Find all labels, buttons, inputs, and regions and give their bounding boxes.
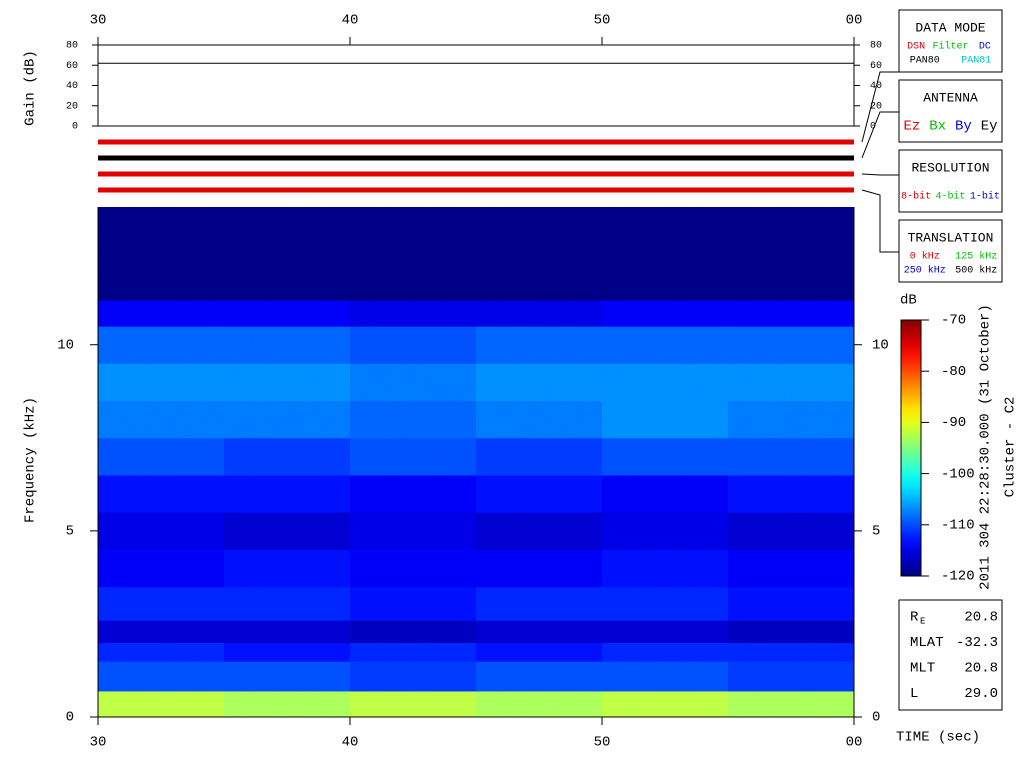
info-value: 20.8 (964, 661, 998, 677)
status-bar (98, 139, 854, 145)
status-option: 1-bit (970, 191, 1000, 203)
info-box (898, 599, 1003, 711)
y-tick-label: 80 (870, 41, 882, 52)
status-option: 8-bit (901, 191, 931, 203)
noise-texture (98, 207, 854, 717)
status-option: Bx (929, 119, 946, 135)
x-tick-label: 40 (342, 735, 359, 751)
colorbar-tick-label: -110 (941, 518, 975, 534)
x-tick-label: 00 (846, 13, 863, 29)
y-tick-label: 10 (872, 337, 889, 353)
y-tick-label: 0 (870, 122, 876, 133)
status-title: RESOLUTION (911, 160, 989, 175)
status-panel (898, 9, 1003, 73)
y-tick-label: 0 (872, 710, 880, 726)
x-tick-label: 50 (594, 735, 611, 751)
status-bar (98, 155, 854, 161)
info-sub: E (920, 616, 925, 626)
y-tick-label: 0 (66, 710, 74, 726)
colorbar-tick-label: -90 (941, 415, 966, 431)
status-option: Filter (932, 41, 968, 53)
colorbar-tick-label: -120 (941, 569, 975, 585)
y-tick-label: 20 (66, 101, 78, 112)
connector (861, 189, 899, 253)
colorbar (900, 319, 922, 577)
y-tick-label: 40 (870, 81, 882, 92)
colorbar-label: dB (900, 293, 917, 309)
colorbar-tick-label: -70 (941, 313, 966, 329)
y-tick-label: 60 (870, 61, 882, 72)
info-label: MLT (910, 661, 935, 677)
x-tick-label: 50 (594, 13, 611, 29)
status-option: DC (979, 42, 991, 53)
info-value: 20.8 (964, 610, 998, 626)
status-option: 500 kHz (955, 265, 997, 277)
status-option: 250 kHz (904, 265, 946, 277)
status-title: DATA MODE (915, 20, 985, 35)
y-tick-label: 60 (66, 61, 78, 72)
y-tick-label: 20 (870, 101, 882, 112)
x-tick-label: 30 (90, 735, 107, 751)
status-option: PAN80 (910, 56, 940, 67)
status-option: Ez (903, 119, 920, 135)
connector (861, 111, 899, 159)
y-axis-label: Frequency (kHz) (23, 397, 39, 523)
x-axis-label: TIME (sec) (896, 730, 980, 746)
status-title: ANTENNA (923, 90, 978, 105)
status-option: 0 kHz (910, 251, 940, 263)
status-panel (898, 149, 1003, 213)
status-title: TRANSLATION (908, 230, 994, 245)
status-panel (898, 79, 1003, 143)
caption: 2011 304 22:28:30.000 (31 October) (978, 304, 994, 590)
status-option: PAN81 (961, 56, 991, 67)
status-option: 4-bit (935, 191, 965, 203)
status-panel (898, 219, 1003, 283)
status-option: Ey (981, 119, 998, 135)
connector (861, 71, 899, 143)
status-option: DSN (907, 42, 925, 53)
info-value: -32.3 (956, 635, 998, 651)
y-tick-label: 80 (66, 41, 78, 52)
y-axis-label: Gain (dB) (23, 50, 39, 126)
x-tick-label: 40 (342, 13, 359, 29)
x-tick-label: 00 (846, 735, 863, 751)
info-label: R (910, 610, 919, 626)
info-value: 29.0 (964, 686, 998, 702)
info-label: L (910, 686, 918, 702)
connector (861, 173, 899, 176)
x-tick-label: 30 (90, 13, 107, 29)
info-label: MLAT (910, 635, 944, 651)
status-option: By (955, 119, 972, 135)
connectors (861, 71, 899, 253)
colorbar-tick-label: -80 (941, 364, 966, 380)
y-tick-label: 40 (66, 81, 78, 92)
y-tick-label: 0 (72, 122, 78, 133)
spacecraft: Cluster - C2 (1003, 397, 1019, 498)
y-tick-label: 5 (872, 524, 880, 540)
status-option: 125 kHz (955, 251, 997, 263)
y-tick-label: 5 (66, 524, 74, 540)
status-bar (98, 187, 854, 193)
status-bar (98, 171, 854, 177)
colorbar-tick-label: -100 (941, 466, 975, 482)
y-tick-label: 10 (57, 337, 74, 353)
